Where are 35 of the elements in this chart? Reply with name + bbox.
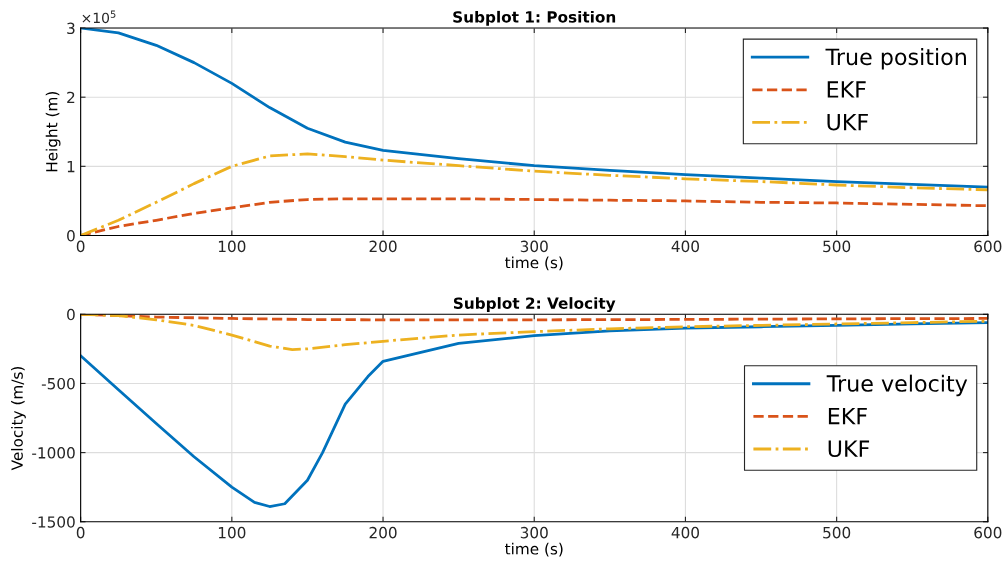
legend-label: True velocity [826, 374, 968, 397]
x-tick-label: 600 [974, 526, 1002, 539]
y-tick-label: 0 [67, 308, 75, 321]
chart-title: Subplot 1: Position [453, 10, 616, 26]
legend-label: UKF [827, 113, 868, 131]
y-tick-label: -1000 [32, 447, 75, 459]
x-tick-label: 300 [520, 526, 548, 539]
y-tick-label: 2 [67, 91, 75, 103]
legend-label: True position [825, 48, 966, 70]
legend-label: EKF [828, 407, 867, 425]
y-tick-label: -500 [41, 377, 75, 390]
chart-title: Subplot 2: Velocity [453, 297, 616, 313]
legend-label: UKF [828, 440, 870, 458]
x-tick-label: 500 [823, 526, 851, 539]
legend-label: EKF [827, 81, 866, 98]
x-tick-label: 400 [671, 240, 700, 253]
x-axis-title: time (s) [505, 256, 563, 271]
x-tick-label: 200 [369, 526, 397, 539]
y-tick-label: -1500 [32, 516, 75, 528]
x-tick-label: 300 [520, 240, 548, 253]
x-tick-label: 400 [671, 526, 700, 539]
y-tick-label: 0 [67, 229, 75, 242]
x-tick-label: 0 [76, 526, 85, 539]
y-tick-label: 1 [67, 161, 75, 173]
y-tick-label: 3 [67, 22, 75, 35]
x-tick-label: 100 [218, 240, 246, 253]
x-axis-title: time (s) [505, 542, 563, 557]
x-tick-label: 600 [974, 240, 1002, 253]
y-axis-title: Height (m) [45, 92, 61, 172]
x-tick-label: 100 [218, 526, 246, 539]
x-tick-label: 0 [76, 240, 85, 253]
x-tick-label: 500 [823, 240, 851, 253]
y-axis-title: Velocity (m/s) [11, 366, 26, 471]
text: ×10$^{5}$ [82, 10, 116, 24]
x-tick-label: 200 [369, 240, 397, 253]
